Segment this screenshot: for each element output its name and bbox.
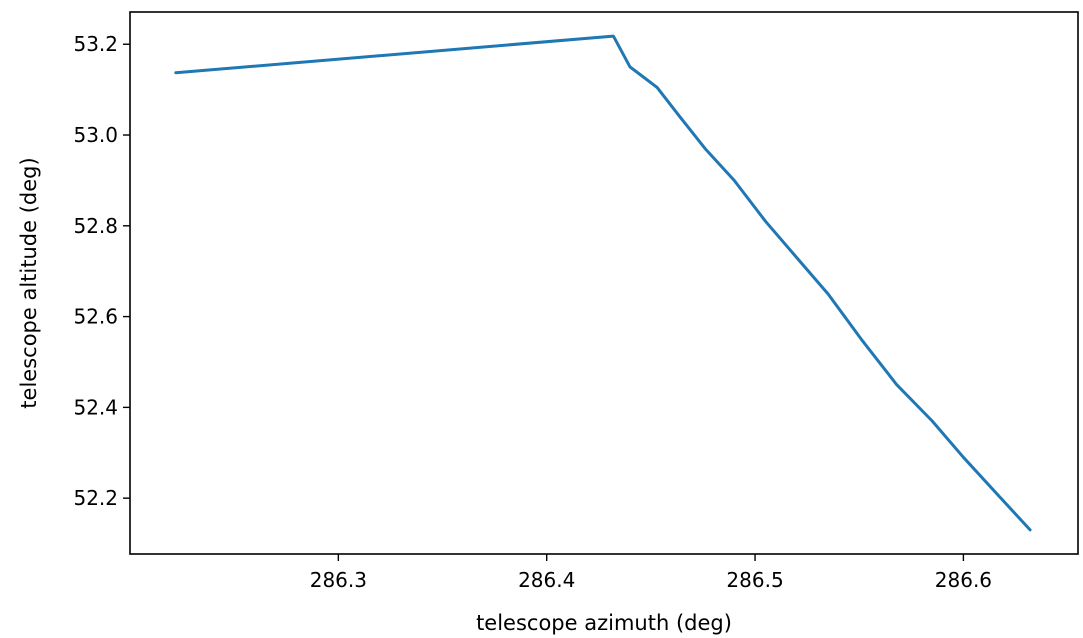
x-axis-ticks: 286.3 286.4 286.5 286.6: [310, 554, 992, 592]
series-layer: [174, 34, 1032, 532]
x-tick-label: 286.3: [310, 568, 367, 592]
series-line: [174, 34, 1032, 532]
y-tick-label: 52.6: [73, 305, 118, 329]
y-tick-label: 53.0: [73, 123, 118, 147]
y-axis-ticks: 52.2 52.4 52.6 52.8 53.0 53.2: [73, 32, 130, 510]
y-tick-label: 52.8: [73, 214, 118, 238]
x-tick-label: 286.5: [726, 568, 783, 592]
x-tick-label: 286.4: [518, 568, 575, 592]
y-tick-label: 52.4: [73, 395, 118, 419]
y-axis-label: telescope altitude (deg): [17, 157, 41, 408]
plot-frame: [129, 11, 1079, 555]
x-axis-label: telescope azimuth (deg): [476, 611, 732, 635]
x-tick-label: 286.6: [935, 568, 992, 592]
y-tick-label: 52.2: [73, 486, 118, 510]
plot-area: [130, 12, 1078, 554]
y-tick-label: 53.2: [73, 32, 118, 56]
